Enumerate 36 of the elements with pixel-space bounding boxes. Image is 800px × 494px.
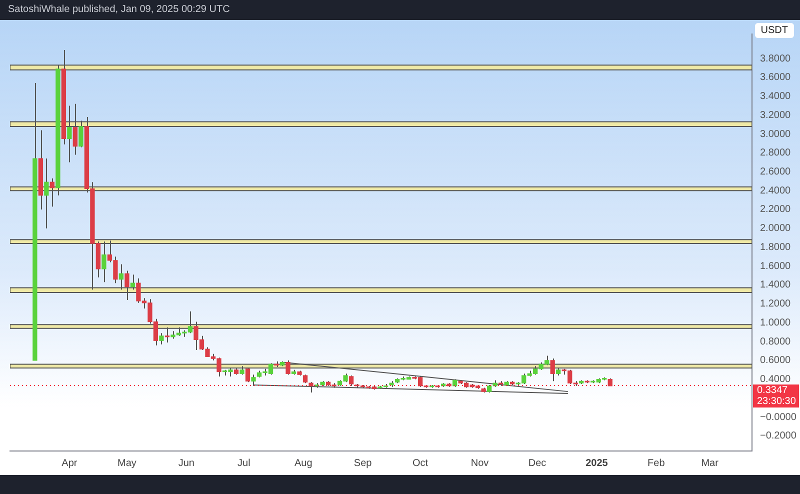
x-tick-label: Oct <box>412 458 428 469</box>
y-tick-label: 1.0000 <box>760 317 792 328</box>
y-tick-label: 1.4000 <box>760 280 792 291</box>
x-tick-label: 2025 <box>586 458 608 469</box>
y-axis-title: USDT <box>754 23 794 38</box>
x-tick-label: Sep <box>354 458 372 469</box>
y-tick-label: 0.8000 <box>760 336 792 348</box>
y-tick-label: 2.2000 <box>760 204 792 216</box>
y-tick-label: 3.2000 <box>760 110 792 121</box>
y-tick-label: 2.8000 <box>760 148 792 159</box>
y-tick-label: 2.4000 <box>760 185 792 196</box>
text: 23:30:30 <box>757 396 796 408</box>
y-tick-label: 0.6000 <box>760 355 792 366</box>
ref-line-label: 0.3347 <box>757 385 788 396</box>
x-tick-label: Jun <box>178 458 194 469</box>
y-tick-label: −0.0000 <box>760 412 797 423</box>
x-tick-label: Aug <box>294 458 312 469</box>
y-tick-label: 3.0000 <box>760 128 792 140</box>
x-tick-label: Apr <box>62 458 78 469</box>
x-tick-label: Mar <box>701 458 720 469</box>
y-tick-label: 0.4000 <box>760 374 792 386</box>
y-tick-label: 2.6000 <box>760 166 792 178</box>
y-tick-label: 1.8000 <box>760 242 792 253</box>
x-tick-label: May <box>118 458 136 469</box>
y-tick-label: 1.2000 <box>760 298 792 310</box>
y-tick-label: 3.4000 <box>760 91 792 102</box>
y-tick-label: 1.6000 <box>760 260 792 272</box>
y-tick-label: 2.0000 <box>760 223 792 234</box>
x-tick-label: Dec <box>528 458 546 469</box>
x-tick-label: Nov <box>470 458 489 469</box>
x-tick-label: Feb <box>648 458 666 469</box>
y-tick-label: −0.2000 <box>760 430 797 442</box>
chart-title: SatoshiWhale published, Jan 09, 2025 00:29 UTC <box>7 3 231 17</box>
y-tick-label: 3.6000 <box>760 72 792 84</box>
y-tick-label: 3.8000 <box>760 53 792 64</box>
x-tick-label: Jul <box>238 458 250 469</box>
